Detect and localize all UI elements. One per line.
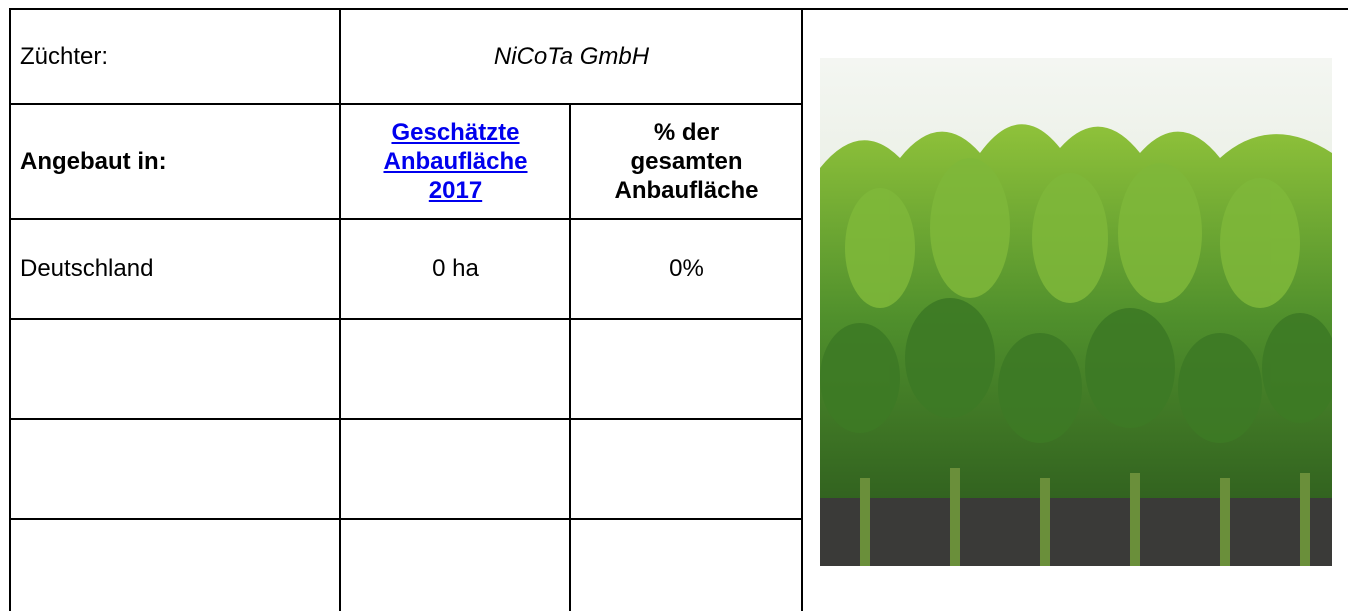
border	[10, 318, 802, 320]
page: Züchter: NiCoTa GmbH Angebaut in: Geschä…	[0, 0, 1348, 611]
area: 0 ha	[341, 220, 570, 318]
column-header-text: % der gesamten Anbaufläche	[607, 118, 767, 205]
column-header-link[interactable]: Geschätzte Anbaufläche 2017	[366, 118, 546, 205]
breeder-label: Züchter:	[10, 10, 340, 103]
column-header: Angebaut in:	[10, 105, 340, 218]
breeder: NiCoTa GmbH	[341, 10, 802, 103]
column-header: % der gesamten Anbaufläche	[571, 105, 802, 218]
column-header: Geschätzte Anbaufläche 2017	[341, 105, 570, 218]
border	[10, 518, 802, 520]
country: Deutschland	[10, 220, 340, 318]
border	[10, 418, 802, 420]
share: 0%	[571, 220, 802, 318]
plant-photo	[820, 58, 1332, 566]
